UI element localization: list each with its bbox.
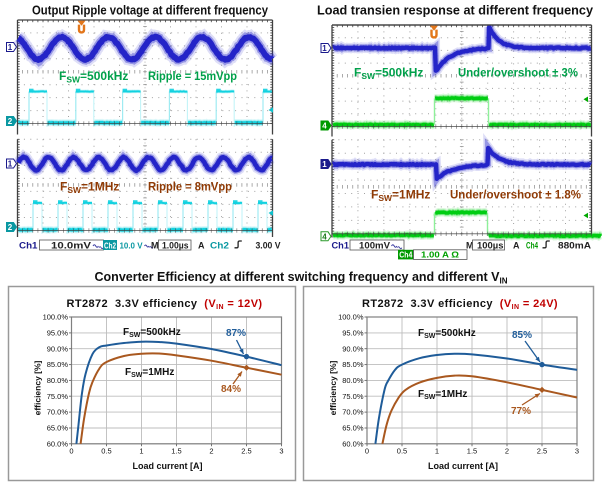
svg-text:70.0%: 70.0% xyxy=(47,408,69,417)
svg-text:Output Ripple voltage at diffe: Output Ripple voltage at different frequ… xyxy=(32,3,269,18)
svg-text:77%: 77% xyxy=(511,406,531,417)
svg-text:84%: 84% xyxy=(221,384,241,395)
svg-text:Load current [A]: Load current [A] xyxy=(428,461,498,471)
svg-text:M: M xyxy=(466,241,474,251)
svg-text:10.0mV: 10.0mV xyxy=(51,241,91,251)
svg-text:85%: 85% xyxy=(512,330,532,341)
svg-text:75.0%: 75.0% xyxy=(342,392,364,401)
svg-text:3: 3 xyxy=(279,447,283,456)
svg-text:Ch1: Ch1 xyxy=(332,241,350,251)
svg-text:1: 1 xyxy=(8,43,13,52)
svg-text:FSW=500kHz: FSW=500kHz xyxy=(123,327,181,339)
svg-text:FSW=1MHz: FSW=1MHz xyxy=(125,367,174,379)
svg-text:60.0%: 60.0% xyxy=(342,439,364,448)
svg-text:2: 2 xyxy=(209,447,213,456)
svg-text:100µs: 100µs xyxy=(477,241,504,251)
svg-text:1.5: 1.5 xyxy=(171,447,181,456)
svg-text:100.0%: 100.0% xyxy=(338,313,364,322)
svg-text:Converter Efficiency at differ: Converter Efficiency at different switch… xyxy=(95,270,508,286)
svg-text:Load transien response at diff: Load transien response at different freq… xyxy=(317,3,594,18)
svg-text:2.5: 2.5 xyxy=(537,447,547,456)
svg-text:60.0%: 60.0% xyxy=(47,439,69,448)
svg-text:Ripple = 8mVpp: Ripple = 8mVpp xyxy=(148,182,232,194)
svg-text:85.0%: 85.0% xyxy=(47,360,69,369)
svg-text:Ch2: Ch2 xyxy=(104,242,116,251)
svg-text:100mV: 100mV xyxy=(359,241,390,251)
svg-text:0.5: 0.5 xyxy=(397,447,407,456)
svg-text:Ripple = 15mVpp: Ripple = 15mVpp xyxy=(148,71,237,83)
svg-text:FSW=1MHz: FSW=1MHz xyxy=(60,180,119,196)
svg-text:90.0%: 90.0% xyxy=(47,344,69,353)
svg-text:0.5: 0.5 xyxy=(101,447,111,456)
svg-text:1.00 A Ω: 1.00 A Ω xyxy=(421,250,459,260)
svg-text:4: 4 xyxy=(322,232,327,241)
svg-text:Ch4: Ch4 xyxy=(399,251,412,260)
svg-text:A: A xyxy=(198,241,205,251)
svg-text:1: 1 xyxy=(322,160,327,169)
svg-text:70.0%: 70.0% xyxy=(342,408,364,417)
svg-text:Ch2: Ch2 xyxy=(210,241,229,251)
svg-text:2.5: 2.5 xyxy=(241,447,251,456)
svg-text:FSW=500kHz: FSW=500kHz xyxy=(59,69,128,85)
svg-text:90.0%: 90.0% xyxy=(342,344,364,353)
svg-text:Under/overshoot ± 3%: Under/overshoot ± 3% xyxy=(458,68,578,80)
svg-text:Ch1: Ch1 xyxy=(19,241,38,251)
svg-text:80.0%: 80.0% xyxy=(342,376,364,385)
svg-text:880mA: 880mA xyxy=(558,241,592,251)
svg-text:efficiency [%]: efficiency [%] xyxy=(328,360,338,415)
svg-text:0: 0 xyxy=(365,447,369,456)
svg-text:Load current [A]: Load current [A] xyxy=(132,461,202,471)
svg-text:Ch4: Ch4 xyxy=(526,241,538,251)
svg-text:10.0 V: 10.0 V xyxy=(120,241,143,251)
svg-text:3: 3 xyxy=(575,447,579,456)
svg-text:2: 2 xyxy=(505,447,509,456)
svg-text:65.0%: 65.0% xyxy=(342,424,364,433)
svg-text:1: 1 xyxy=(8,160,13,169)
svg-text:80.0%: 80.0% xyxy=(47,376,69,385)
svg-text:1.00µs: 1.00µs xyxy=(162,241,189,251)
svg-text:2: 2 xyxy=(8,223,13,232)
svg-text:3.00 V: 3.00 V xyxy=(256,241,281,251)
svg-text:M: M xyxy=(151,241,159,251)
svg-text:RT2872 3.3V efficiency (VIN: RT2872 3.3V efficiency (VIN = 24V) xyxy=(362,298,558,311)
svg-text:87%: 87% xyxy=(226,328,246,339)
svg-text:1.5: 1.5 xyxy=(467,447,477,456)
svg-text:FSW=500kHz: FSW=500kHz xyxy=(354,66,423,82)
svg-text:95.0%: 95.0% xyxy=(342,329,364,338)
svg-text:Under/overshoot ± 1.8%: Under/overshoot ± 1.8% xyxy=(450,190,581,202)
svg-text:2: 2 xyxy=(8,117,13,126)
svg-text:100.0%: 100.0% xyxy=(43,313,69,322)
svg-text:65.0%: 65.0% xyxy=(47,424,69,433)
svg-text:95.0%: 95.0% xyxy=(47,329,69,338)
svg-text:FSW=1MHz: FSW=1MHz xyxy=(371,188,430,204)
svg-text:A: A xyxy=(513,241,520,251)
svg-text:RT2872 3.3V efficiency (VIN: RT2872 3.3V efficiency (VIN = 12V) xyxy=(67,298,263,311)
svg-text:1: 1 xyxy=(322,44,327,53)
svg-text:1: 1 xyxy=(139,447,143,456)
svg-text:FSW=500kHz: FSW=500kHz xyxy=(418,328,476,340)
svg-text:0: 0 xyxy=(69,447,73,456)
svg-text:1: 1 xyxy=(435,447,439,456)
svg-text:4: 4 xyxy=(322,122,327,131)
svg-text:efficiency [%]: efficiency [%] xyxy=(33,360,43,415)
svg-text:75.0%: 75.0% xyxy=(47,392,69,401)
svg-text:FSW=1MHz: FSW=1MHz xyxy=(418,389,467,401)
svg-text:85.0%: 85.0% xyxy=(342,360,364,369)
